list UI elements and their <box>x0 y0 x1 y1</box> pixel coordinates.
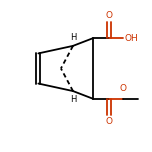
Text: H: H <box>71 95 77 104</box>
Text: O: O <box>106 117 113 126</box>
Text: OH: OH <box>125 34 139 43</box>
Text: H: H <box>71 33 77 42</box>
Text: O: O <box>106 10 113 19</box>
Text: O: O <box>119 84 126 93</box>
